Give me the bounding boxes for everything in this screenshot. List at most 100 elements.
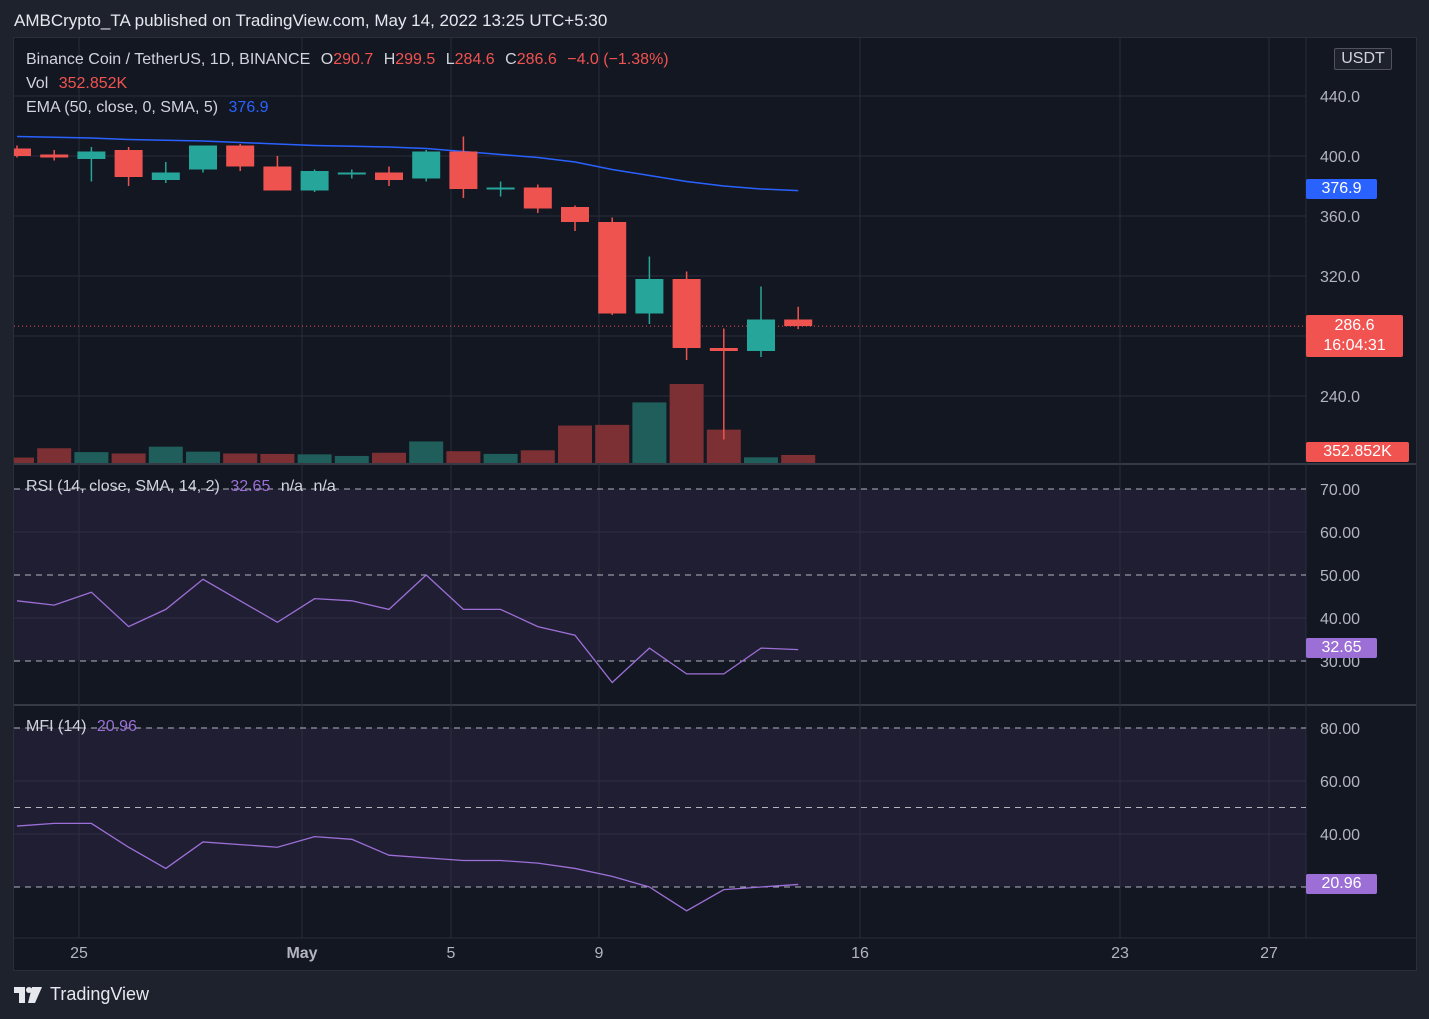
mfi-axis-label: 40.00 xyxy=(1320,827,1360,844)
low-label: L xyxy=(445,51,455,68)
time-axis-label: 23 xyxy=(1111,945,1129,962)
close-value: 286.6 xyxy=(516,51,557,68)
volume-legend: Vol 352.852K xyxy=(26,75,133,93)
rsi-line xyxy=(16,574,799,684)
volume-bar xyxy=(483,453,518,463)
volume-bar xyxy=(14,457,34,463)
rsi-band xyxy=(14,489,1306,661)
ema-line xyxy=(16,135,799,192)
rsi-legend: RSI (14, close, SMA, 14, 2) 32.65 n/a n/… xyxy=(26,478,342,496)
candle-body xyxy=(40,154,69,158)
ema-label[interactable]: EMA (50, close, 0, SMA, 5) xyxy=(26,99,219,116)
mfi-tag: 20.96 xyxy=(1306,874,1377,894)
time-axis-label: 9 xyxy=(595,945,604,962)
ema-value: 376.9 xyxy=(228,99,269,116)
volume-bar xyxy=(148,446,183,463)
candle-body xyxy=(449,151,478,189)
candle-body xyxy=(635,279,664,314)
volume-bar xyxy=(595,424,630,463)
candle-body xyxy=(784,319,813,327)
candle-body xyxy=(709,348,738,351)
close-label: C xyxy=(505,51,517,68)
rsi-label[interactable]: RSI (14, close, SMA, 14, 2) xyxy=(26,478,220,495)
candle-body xyxy=(412,151,441,179)
open-label: O xyxy=(320,51,334,68)
price-axis-label: 320.0 xyxy=(1320,269,1360,286)
volume-bar xyxy=(446,451,481,463)
high-value: 299.5 xyxy=(395,51,436,68)
volume-bar xyxy=(37,448,72,463)
price-axis-label: 400.0 xyxy=(1320,149,1360,166)
mfi-band xyxy=(14,728,1306,887)
time-axis-label: 25 xyxy=(70,945,88,962)
candle-body xyxy=(672,279,701,348)
volume-tag: 352.852K xyxy=(1306,442,1409,462)
ema-price-tag: 376.9 xyxy=(1306,179,1377,199)
candle-body xyxy=(561,207,589,222)
publish-attribution: AMBCrypto_TA published on TradingView.co… xyxy=(14,11,608,30)
price-axis-label: 240.0 xyxy=(1320,389,1360,406)
volume-bar xyxy=(186,451,220,463)
rsi-axis-label: 70.00 xyxy=(1320,482,1360,499)
symbol-legend: Binance Coin / TetherUS, 1D, BINANCE O29… xyxy=(26,51,675,69)
volume-bar xyxy=(297,454,332,463)
rsi-axis-label: 30.00 xyxy=(1320,654,1360,671)
chart-canvas[interactable]: 440.0 400.0 360.0 320.0 240.0 70.00 60.00 50.00… xyxy=(14,38,1416,970)
price-axis-label: 360.0 xyxy=(1320,209,1360,226)
chart-area[interactable]: 440.0 400.0 360.0 320.0 240.0 70.00 60.00 50.00… xyxy=(13,37,1417,971)
rsi-tag: 32.65 xyxy=(1306,638,1377,658)
candle-body xyxy=(486,187,515,190)
candle-body xyxy=(337,172,366,175)
bar-countdown: 16:04:31 xyxy=(1323,337,1386,354)
ema-legend: EMA (50, close, 0, SMA, 5) 376.9 xyxy=(26,99,275,117)
candle-body xyxy=(77,151,106,159)
mfi-label[interactable]: MFI (14) xyxy=(26,718,87,735)
last-price-tag: 286.6 16:04:31 xyxy=(1306,315,1403,357)
volume-bar xyxy=(409,441,444,463)
candle-body xyxy=(300,171,329,191)
volume-bar xyxy=(74,452,109,463)
last-price-value: 286.6 xyxy=(1334,317,1375,334)
volume-bar xyxy=(111,453,146,463)
time-axis-label: 16 xyxy=(851,945,869,962)
candle-body xyxy=(14,148,31,156)
candle-body xyxy=(151,172,180,180)
time-axis-label: 5 xyxy=(447,945,456,962)
mfi-axis-label: 80.00 xyxy=(1320,721,1360,738)
candle-body xyxy=(189,145,217,170)
volume-value: 352.852K xyxy=(58,75,128,92)
symbol-name[interactable]: Binance Coin / TetherUS, 1D, BINANCE xyxy=(26,51,311,68)
volume-label[interactable]: Vol xyxy=(26,75,49,92)
high-label: H xyxy=(383,51,396,68)
volume-bar xyxy=(260,453,295,463)
volume-bar xyxy=(781,454,816,463)
candle-body xyxy=(375,172,403,180)
candle-body xyxy=(263,166,292,191)
price-axis-label: 440.0 xyxy=(1320,89,1360,106)
candle-body xyxy=(598,222,627,314)
time-axis-label: May xyxy=(286,945,317,962)
volume-bar xyxy=(334,455,369,463)
volume-bar xyxy=(372,452,406,463)
low-value: 284.6 xyxy=(454,51,495,68)
tradingview-logo-icon xyxy=(14,986,42,1003)
rsi-na-2: n/a xyxy=(313,478,336,495)
mfi-value: 20.96 xyxy=(96,718,137,735)
candle-body xyxy=(114,150,143,177)
candle-body xyxy=(747,319,775,351)
rsi-axis-label: 50.00 xyxy=(1320,568,1360,585)
volume-bar xyxy=(558,425,592,463)
currency-badge[interactable]: USDT xyxy=(1334,48,1392,70)
volume-bar xyxy=(223,453,258,463)
tradingview-wordmark: TradingView xyxy=(50,984,150,1004)
mfi-axis-label: 60.00 xyxy=(1320,774,1360,791)
rsi-axis-label: 40.00 xyxy=(1320,611,1360,628)
rsi-na-1: n/a xyxy=(280,478,304,495)
volume-bar xyxy=(669,384,704,463)
time-axis-label: 27 xyxy=(1260,945,1278,962)
change-value: −4.0 (−1.38%) xyxy=(567,51,669,68)
open-value: 290.7 xyxy=(333,51,374,68)
volume-bar xyxy=(744,457,778,463)
tradingview-brand[interactable]: TradingView xyxy=(14,984,149,1005)
candle-body xyxy=(226,145,255,167)
